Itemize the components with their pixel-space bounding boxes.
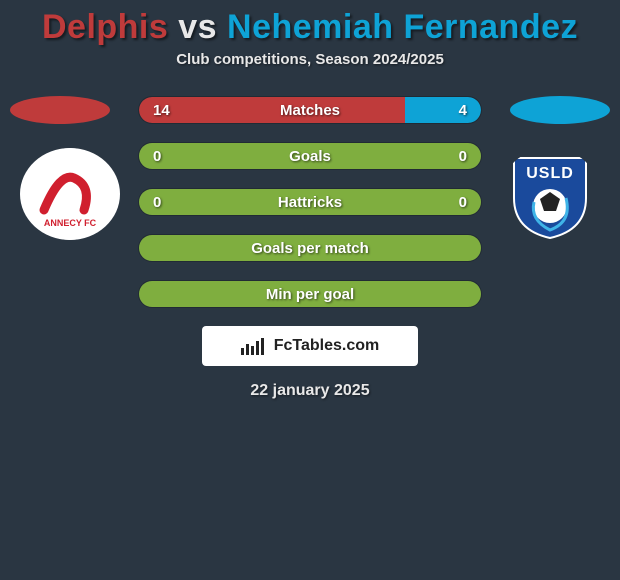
annecy-logo-icon: ANNECY FC xyxy=(20,148,120,240)
club-badge-right: USLD xyxy=(500,148,600,240)
vs-separator: vs xyxy=(178,8,217,46)
stat-bars: 144Matches 00Goals 00Hattricks Goals per ma… xyxy=(138,96,482,308)
stat-bar-row: 144Matches xyxy=(138,96,482,124)
player2-ellipse xyxy=(510,96,610,124)
player2-name: Nehemiah Fernandez xyxy=(227,8,578,46)
bar-label: Hattricks xyxy=(139,194,481,211)
stat-bar-row: 00Hattricks xyxy=(138,188,482,216)
stat-bar-row: Goals per match xyxy=(138,234,482,262)
bar-label: Min per goal xyxy=(139,286,481,303)
player1-ellipse xyxy=(10,96,110,124)
fctables-logo: FcTables.com xyxy=(202,326,418,366)
player1-name: Delphis xyxy=(42,8,168,46)
footer-date: 22 january 2025 xyxy=(0,382,620,400)
svg-text:ANNECY FC: ANNECY FC xyxy=(44,218,97,228)
bar-label: Goals xyxy=(139,148,481,165)
usld-logo-icon: USLD xyxy=(500,148,600,240)
stat-bar-row: 00Goals xyxy=(138,142,482,170)
club-badge-left: ANNECY FC xyxy=(20,148,120,240)
svg-text:USLD: USLD xyxy=(526,165,574,182)
comparison-content: ANNECY FC USLD 144Matches 00Goals 00Hattri… xyxy=(0,96,620,400)
logo-text: FcTables.com xyxy=(274,337,380,355)
chart-icon xyxy=(241,338,266,355)
stat-bar-row: Min per goal xyxy=(138,280,482,308)
bar-label: Matches xyxy=(139,102,481,119)
bar-label: Goals per match xyxy=(139,240,481,257)
page-title: Delphis vs Nehemiah Fernandez xyxy=(0,0,620,51)
subtitle: Club competitions, Season 2024/2025 xyxy=(0,51,620,68)
